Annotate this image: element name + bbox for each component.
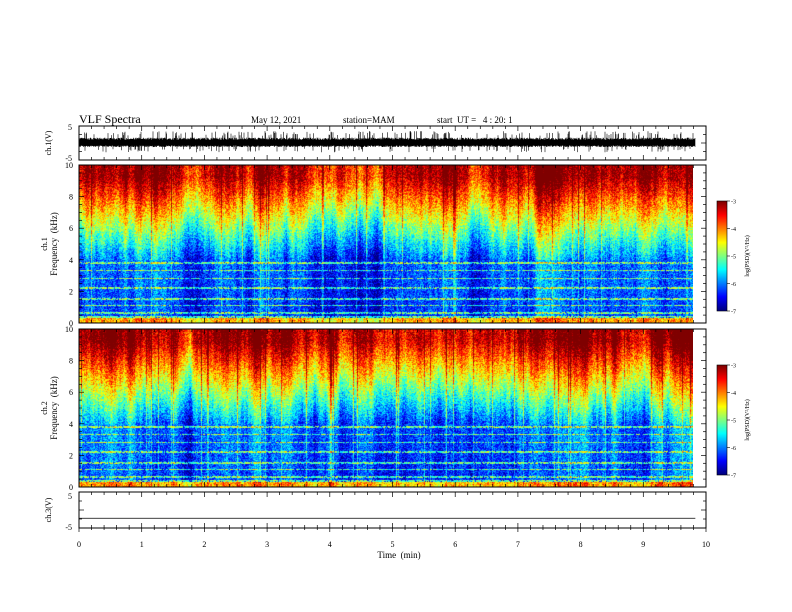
frequency-tick-label: 6 <box>69 224 73 233</box>
ch1-waveform-trace <box>78 131 696 153</box>
ch1-channel-label: ch.1 <box>40 237 49 251</box>
ch2-channel-label: ch.2 <box>40 401 49 415</box>
frequency-tick-label: 10 <box>65 161 73 170</box>
ch1-spectrogram-panel: 0 2 4 6 8 10 ch.1 Frequency (kHz) -3 -4 -5 -6 -7 … <box>40 161 751 328</box>
frequency-tick-label: 4 <box>69 420 73 429</box>
frequency-tick-label: 0 <box>69 483 73 492</box>
ch1-ytick-top: 5 <box>68 123 72 132</box>
frequency-tick-label: 10 <box>65 325 73 334</box>
x-axis-label: Time (min) <box>377 550 420 560</box>
date-label: May 12, 2021 <box>251 115 301 125</box>
ch2-colorbar-gradient <box>717 365 727 475</box>
x-axis-tick-labels: 0 1 2 3 4 5 6 7 8 9 10 <box>77 540 710 549</box>
ch1-spectrogram-ticks <box>78 165 707 323</box>
frequency-tick-label: 4 <box>69 256 73 265</box>
ch1-spectrogram-heatmap <box>79 165 693 323</box>
x-tick-label: 7 <box>516 540 520 549</box>
ch2-spectrogram-heatmap <box>79 329 693 487</box>
x-tick-label: 4 <box>328 540 332 549</box>
colorbar-tick-label: -5 <box>731 419 736 425</box>
colorbar-tick-label: -4 <box>731 227 736 233</box>
ch1-colorbar-ticks: -3 -4 -5 -6 -7 <box>727 200 736 316</box>
ch2-spectrogram-ticks <box>78 329 707 487</box>
x-tick-label: 0 <box>77 540 81 549</box>
colorbar-tick-label: -5 <box>731 255 736 261</box>
ch1-colorbar: -3 -4 -5 -6 -7 log(PSD)(V²/Hz) <box>716 200 751 316</box>
frequency-tick-label: 6 <box>69 388 73 397</box>
ch2-colorbar: -3 -4 -5 -6 -7 log(PSD)(V²/Hz) <box>716 364 751 480</box>
ch3-waveform-ticks <box>78 491 707 532</box>
ch1-colorbar-gradient <box>717 201 727 311</box>
ch2-frequency-ylabel: Frequency (kHz) <box>49 376 59 439</box>
ch1-ytick-bottom: -5 <box>65 154 72 163</box>
ch2-spectrogram-panel: 0 2 4 6 8 10 ch.2 Frequency (kHz) -3 -4 -5 -6 -7 … <box>40 325 751 492</box>
station-label: station=MAM <box>343 115 395 125</box>
start-time-label: start UT = 4 : 20: 1 <box>437 115 513 125</box>
colorbar-tick-label: -7 <box>731 310 736 316</box>
ch1-waveform-panel: 5 -5 ch.1(V) <box>44 123 707 163</box>
x-tick-label: 6 <box>453 540 457 549</box>
frequency-tick-label: 2 <box>69 451 73 460</box>
ch1-waveform-line <box>78 131 696 153</box>
ch2-colorbar-label: log(PSD)(V²/Hz) <box>744 399 751 440</box>
ch3-waveform-frame <box>78 491 707 529</box>
ch3-ytick-top: 5 <box>68 492 72 501</box>
figure-title: VLF Spectra <box>79 112 141 126</box>
x-tick-label: 1 <box>140 540 144 549</box>
frequency-tick-label: 8 <box>69 357 73 366</box>
ch1-frequency-ticks: 0 2 4 6 8 10 <box>65 161 706 328</box>
colorbar-tick-label: -4 <box>731 391 736 397</box>
colorbar-tick-label: -3 <box>731 364 736 370</box>
ch1-waveform-ticks <box>78 125 707 161</box>
ch2-colorbar-ticks: -3 -4 -5 -6 -7 <box>727 364 736 480</box>
colorbar-tick-label: -3 <box>731 200 736 206</box>
ch1-frequency-ylabel: Frequency (kHz) <box>49 212 59 275</box>
x-tick-label: 2 <box>202 540 206 549</box>
x-tick-label: 5 <box>391 540 395 549</box>
x-tick-label: 3 <box>265 540 269 549</box>
colorbar-tick-label: -6 <box>731 282 736 288</box>
ch1-colorbar-label: log(PSD)(V²/Hz) <box>744 235 751 276</box>
ch3-waveform-ylabel: ch.3(V) <box>44 497 53 522</box>
x-tick-label: 8 <box>579 540 583 549</box>
frequency-tick-label: 2 <box>69 287 73 296</box>
x-tick-label: 9 <box>641 540 645 549</box>
x-tick-label: 10 <box>702 540 710 549</box>
ch3-ytick-bottom: -5 <box>65 523 72 532</box>
ch1-waveform-ylabel: ch.1(V) <box>44 130 53 155</box>
colorbar-tick-label: -6 <box>731 446 736 452</box>
frequency-tick-label: 8 <box>69 193 73 202</box>
ch3-waveform-panel: 5 -5 ch.3(V) <box>44 491 707 532</box>
colorbar-tick-label: -7 <box>731 474 736 480</box>
ch2-frequency-ticks: 0 2 4 6 8 10 <box>65 325 706 492</box>
frequency-tick-label: 0 <box>69 319 73 328</box>
